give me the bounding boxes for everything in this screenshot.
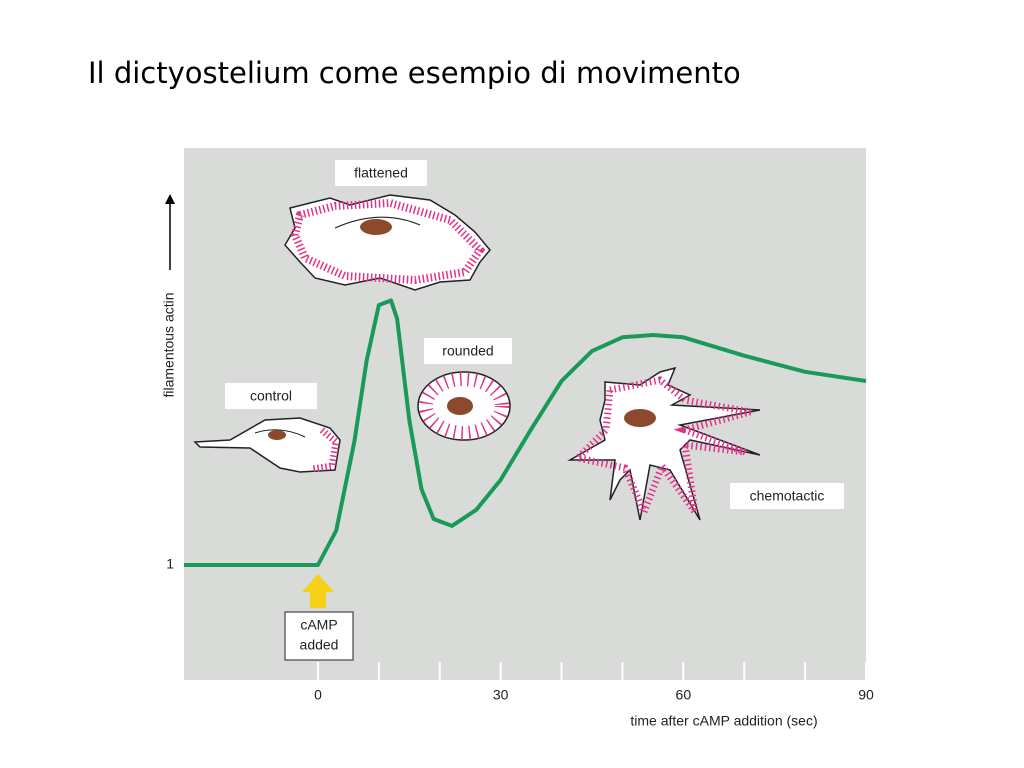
chemotactic-cell [567,366,761,522]
annotation: chemotactic [750,488,825,504]
data-line [184,298,867,567]
annotation: cAMP [300,617,337,633]
annotation-box [225,383,317,409]
x-tick-label: 30 [493,687,509,703]
annotation-box [335,160,427,186]
camp-arrow [302,574,334,608]
control-cell [193,417,341,473]
y-axis-label: filamentous actin [161,292,177,397]
y-tick-label: 1 [166,556,174,572]
annotation: control [250,388,292,404]
annotation: added [300,637,339,653]
slide-title: Il dictyostelium come esempio di movimen… [88,56,741,90]
flattened-cell [284,194,491,291]
x-axis-label: time after cAMP addition (sec) [630,713,817,729]
x-tick-label: 90 [858,687,874,703]
annotation-box [730,483,844,509]
annotation-box [424,338,512,364]
x-tick-label: 0 [314,687,322,703]
annotation: rounded [442,343,493,359]
rounded-cell [417,371,511,441]
annotation-box [284,611,354,661]
x-tick-label: 60 [676,687,692,703]
y-axis-arrowhead [165,194,175,204]
plot-area [184,148,866,680]
annotation: flattened [354,165,408,181]
